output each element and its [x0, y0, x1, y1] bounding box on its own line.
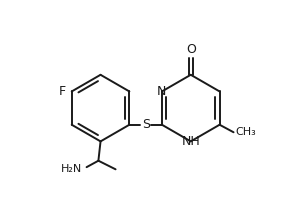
Text: NH: NH [181, 135, 200, 148]
Text: S: S [142, 118, 150, 131]
Text: CH₃: CH₃ [235, 127, 256, 137]
Text: O: O [186, 43, 196, 56]
Text: F: F [59, 85, 66, 98]
Text: H₂N: H₂N [61, 164, 82, 174]
Text: N: N [157, 85, 167, 98]
